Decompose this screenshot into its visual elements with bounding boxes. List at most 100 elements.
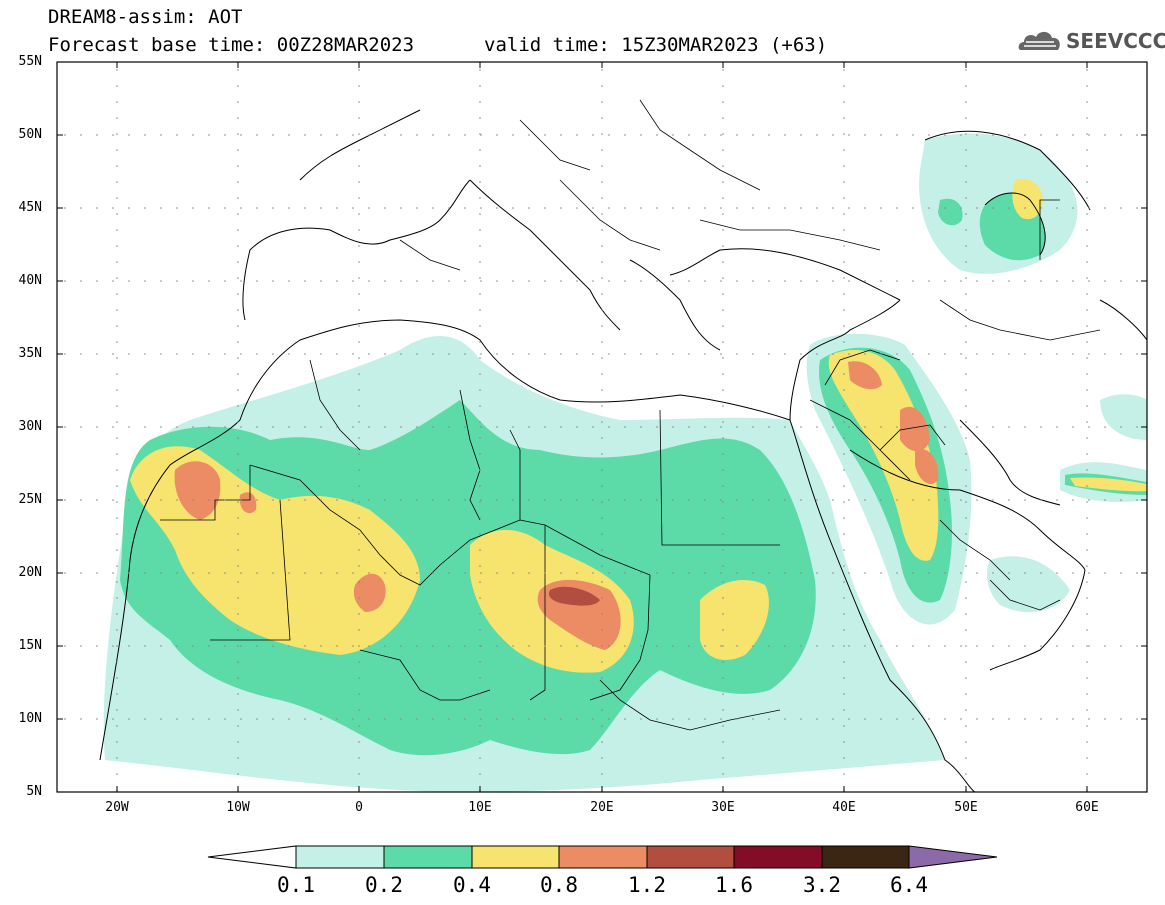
grid-dot [965, 389, 967, 391]
grid-dot [1088, 499, 1090, 501]
grid-dot [720, 426, 722, 428]
grid-dot [928, 280, 930, 282]
grid-dot [976, 426, 978, 428]
grid-dot [512, 426, 514, 428]
grid-dot [464, 718, 466, 720]
grid-dot [448, 499, 450, 501]
grid-dot [1040, 426, 1042, 428]
grid-dot [1086, 133, 1088, 135]
grid-dot [176, 718, 178, 720]
grid-dot [116, 277, 118, 279]
grid-dot [144, 353, 146, 355]
grid-dot [358, 469, 360, 471]
grid-dot [1072, 426, 1074, 428]
grid-dot [864, 134, 866, 136]
grid-dot [601, 677, 603, 679]
grid-dot [864, 280, 866, 282]
grid-dot [116, 389, 118, 391]
grid-dot [1086, 85, 1088, 87]
grid-dot [116, 581, 118, 583]
grid-dot [608, 645, 610, 647]
grid-dot [448, 207, 450, 209]
grid-dot [416, 718, 418, 720]
grid-dot [800, 280, 802, 282]
grid-dot [479, 469, 481, 471]
grid-dot [832, 353, 834, 355]
grid-dot [480, 718, 482, 720]
grid-dot [576, 718, 578, 720]
grid-dot [1086, 773, 1088, 775]
grid-dot [688, 426, 690, 428]
grid-dot [358, 773, 360, 775]
grid-dot [576, 207, 578, 209]
grid-dot [965, 661, 967, 663]
grid-dot [176, 134, 178, 136]
grid-dot [601, 165, 603, 167]
grid-dot [256, 499, 258, 501]
grid-dot [944, 207, 946, 209]
grid-dot [64, 280, 66, 282]
grid-dot [896, 426, 898, 428]
grid-dot [240, 134, 242, 136]
grid-dot [960, 134, 962, 136]
grid-dot [400, 426, 402, 428]
grid-dot [116, 549, 118, 551]
colorbar-high-arrow [908, 845, 998, 869]
grid-dot [1072, 499, 1074, 501]
grid-dot [358, 293, 360, 295]
grid-dot [358, 389, 360, 391]
grid-dot [965, 741, 967, 743]
grid-dot [358, 629, 360, 631]
grid-dot [160, 499, 162, 501]
grid-dot [992, 280, 994, 282]
grid-dot [479, 85, 481, 87]
grid-dot [384, 645, 386, 647]
grid-dot [358, 421, 360, 423]
grid-dot [1086, 485, 1088, 487]
grid-dot [1040, 280, 1042, 282]
grid-dot [358, 517, 360, 519]
lat-label: 25N [18, 492, 42, 507]
grid-dot [656, 426, 658, 428]
grid-dot [672, 353, 674, 355]
grid-dot [1136, 353, 1138, 355]
grid-dot [480, 426, 482, 428]
grid-dot [116, 693, 118, 695]
grid-dot [843, 741, 845, 743]
grid-dot [208, 718, 210, 720]
grid-dot [512, 134, 514, 136]
grid-dot [512, 572, 514, 574]
grid-dot [965, 165, 967, 167]
grid-dot [722, 277, 724, 279]
grid-dot [608, 718, 610, 720]
grid-dot [768, 207, 770, 209]
grid-dot [640, 207, 642, 209]
grid-dot [1120, 718, 1122, 720]
grid-dot [601, 261, 603, 263]
grid-dot [496, 572, 498, 574]
grid-dot [624, 426, 626, 428]
grid-dot [624, 207, 626, 209]
grid-dot [1086, 309, 1088, 311]
grid-dot [237, 661, 239, 663]
grid-dot [688, 572, 690, 574]
grid-dot [640, 280, 642, 282]
grid-dot [1086, 597, 1088, 599]
grid-dot [479, 117, 481, 119]
grid-dot [704, 280, 706, 282]
grid-dot [960, 572, 962, 574]
grid-dot [320, 353, 322, 355]
grid-dot [832, 645, 834, 647]
grid-dot [800, 134, 802, 136]
grid-dot [80, 280, 82, 282]
grid-dot [601, 437, 603, 439]
grid-dot [358, 277, 360, 279]
grid-dot [116, 629, 118, 631]
grid-dot [736, 499, 738, 501]
grid-dot [608, 499, 610, 501]
grid-dot [116, 437, 118, 439]
grid-dot [928, 718, 930, 720]
grid-dot [592, 718, 594, 720]
grid-dot [1136, 718, 1138, 720]
grid-dot [848, 718, 850, 720]
